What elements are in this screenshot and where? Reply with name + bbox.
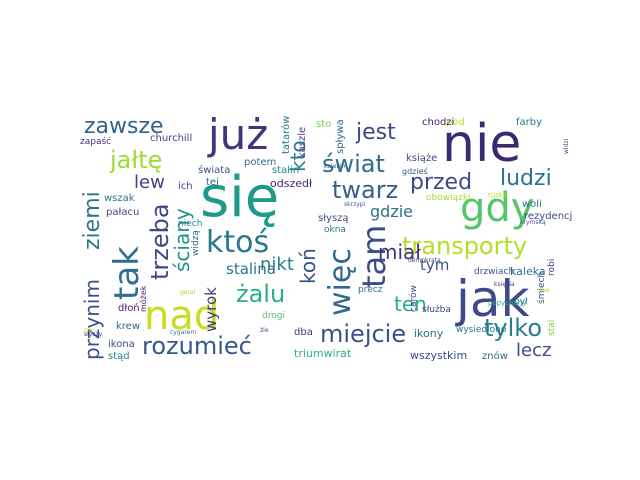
word-ksiecia: móżek bbox=[139, 285, 148, 312]
word-slysza: okna bbox=[324, 225, 346, 235]
word-precz: drogi bbox=[262, 311, 285, 321]
word-przynim: przynim bbox=[80, 279, 104, 360]
word-nikt: nikt bbox=[260, 254, 294, 275]
word-jak: jak bbox=[456, 270, 530, 328]
word-splywa: kaszle bbox=[297, 126, 308, 158]
word-transporty: transporty bbox=[402, 232, 528, 260]
word-drzwiach: widzą bbox=[191, 230, 201, 256]
word-stad: stąd bbox=[108, 351, 130, 362]
word-tym: tym bbox=[420, 256, 450, 274]
word-swe: popychany bbox=[488, 299, 527, 307]
word-twarz: twarz bbox=[332, 176, 399, 204]
word-geral: żle bbox=[260, 327, 269, 334]
word-skrzypi: ruska bbox=[488, 191, 508, 199]
word-triumwirat: triumwirat bbox=[294, 347, 352, 360]
word-sto: spływa bbox=[335, 119, 346, 154]
word-niech: słyszą bbox=[318, 213, 349, 224]
word-palacu: pałacu bbox=[106, 207, 140, 218]
word-trzeba: trzeba bbox=[146, 203, 174, 280]
word-robi: swe bbox=[538, 287, 550, 294]
word-kaszle: tatarów bbox=[281, 115, 292, 154]
word-ten: ten bbox=[394, 292, 427, 316]
word-ksiaze: pod bbox=[446, 117, 465, 128]
word-slyszy: złą bbox=[84, 327, 93, 334]
word-drogi: dba bbox=[294, 327, 313, 338]
word-swiata: świata bbox=[198, 165, 231, 176]
word-obowiazki: niech bbox=[178, 219, 203, 229]
word-juz: już bbox=[208, 110, 269, 159]
word-wyrok: wyrok bbox=[202, 287, 220, 332]
word-ich: ich bbox=[178, 181, 193, 192]
word-smiech: robi bbox=[547, 258, 557, 276]
word-demokrata: księcia bbox=[494, 281, 515, 288]
word-chodzi: farby bbox=[516, 117, 543, 128]
word-ludzi: ludzi bbox=[500, 166, 552, 191]
word-lecz: lecz bbox=[516, 340, 552, 361]
word-jest: jest bbox=[356, 120, 396, 145]
word-sluzba: był bbox=[514, 297, 528, 307]
word-wszak: wszak bbox=[104, 193, 135, 204]
word-ktos: ktoś bbox=[206, 225, 270, 260]
word-dba: służba bbox=[422, 305, 451, 315]
word-wiec: więc bbox=[323, 248, 358, 316]
word-woli: rezydencja bbox=[524, 211, 572, 222]
word-krew: krew bbox=[116, 321, 141, 332]
word-mial: miał bbox=[378, 240, 421, 264]
word-odszedl: odszedł bbox=[270, 177, 313, 190]
word-stalin: stalin bbox=[272, 165, 300, 176]
word-krymska: widzi bbox=[563, 138, 570, 154]
word-dlon: dłoń bbox=[118, 303, 140, 314]
word-byl: carów bbox=[409, 285, 419, 312]
word-widzi: cygarem bbox=[170, 329, 197, 336]
word-swiat: świat bbox=[322, 150, 385, 178]
word-nad: nad bbox=[144, 293, 220, 339]
word-ikony: ikony bbox=[414, 327, 444, 340]
word-cloud: się nie jak już gdy nad tak ktoś tam wię… bbox=[76, 110, 572, 372]
word-lew: lew bbox=[134, 172, 165, 193]
word-jej: potem bbox=[244, 157, 277, 168]
word-rozumiec: rozumieć bbox=[142, 332, 252, 360]
word-widza: precz bbox=[358, 285, 383, 295]
word-tej: tej bbox=[206, 177, 219, 188]
word-wysiedlono: stal bbox=[547, 319, 557, 336]
word-okna: drzwiach bbox=[474, 267, 515, 277]
word-wszystkim: wszystkim bbox=[410, 349, 468, 362]
word-przed: przed bbox=[410, 170, 473, 195]
word-pod: chodzi bbox=[422, 117, 455, 128]
word-nie: nie bbox=[442, 114, 522, 174]
word-znow: znów bbox=[482, 351, 508, 362]
word-kon: koń bbox=[296, 248, 320, 284]
word-farby: sto bbox=[316, 119, 332, 130]
word-kalekim: skrzypi bbox=[344, 201, 366, 208]
word-stalina: stalina bbox=[226, 260, 276, 278]
word-zalu: żalu bbox=[236, 280, 286, 308]
word-tylko: tylko bbox=[484, 314, 543, 342]
word-gdzie: gdzie bbox=[370, 202, 413, 221]
word-mozek: kalekim bbox=[324, 163, 348, 170]
word-ruska: krymską bbox=[520, 219, 546, 226]
word-cygarem: słyszy bbox=[84, 331, 103, 338]
word-gdy: gdy bbox=[460, 185, 535, 231]
word-jalte: jałtę bbox=[110, 146, 163, 174]
word-churchill: churchill bbox=[150, 133, 193, 144]
word-zapasc: zapaść bbox=[80, 137, 112, 147]
word-sciany: ściany bbox=[170, 208, 194, 272]
word-kaleka: kaleka bbox=[510, 265, 546, 278]
word-zawsze: zawsze bbox=[84, 114, 164, 139]
word-sie: się bbox=[200, 165, 280, 230]
word-popychany: demokratą bbox=[408, 257, 441, 264]
word-potem: książe bbox=[406, 153, 438, 164]
word-tatarow: gdzieś bbox=[402, 167, 428, 176]
word-gdzies: woli bbox=[522, 199, 542, 210]
word-ikona: ikona bbox=[108, 339, 135, 350]
word-miejcie: miejcie bbox=[320, 320, 407, 348]
word-zla: geral bbox=[180, 289, 196, 296]
word-ziemi: ziemi bbox=[80, 191, 105, 250]
word-carow: wysiedlono bbox=[456, 325, 507, 335]
word-rezydencja: obowiązki bbox=[426, 193, 471, 203]
